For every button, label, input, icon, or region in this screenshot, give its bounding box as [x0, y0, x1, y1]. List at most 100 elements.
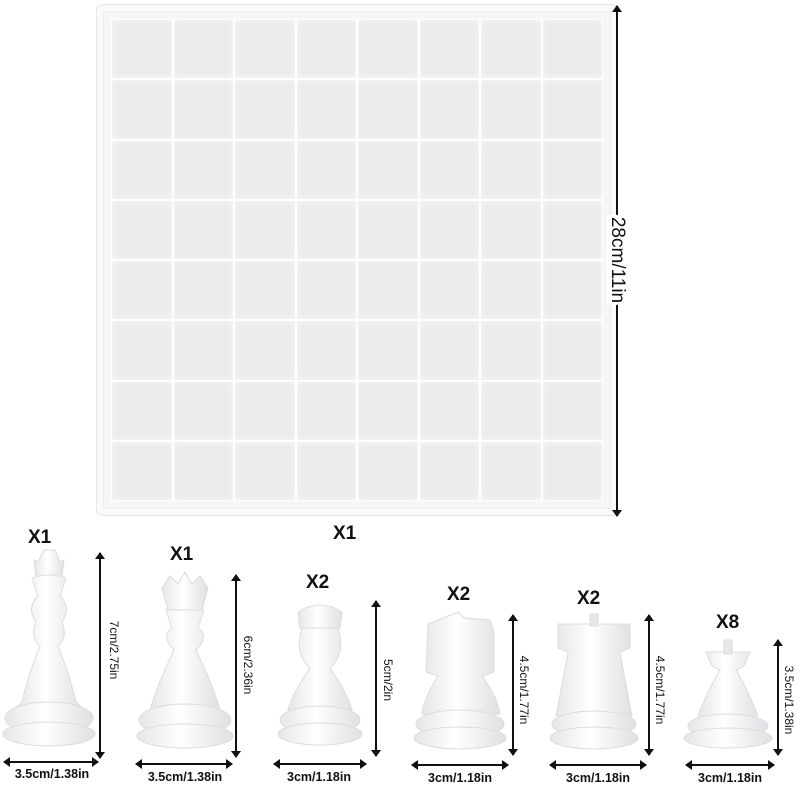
board-square: [481, 261, 541, 320]
knight-width-arrow: [411, 760, 509, 770]
king-height-label: 7cm/2.75in: [107, 618, 121, 682]
chessboard-mold: [96, 4, 618, 516]
board-square: [419, 441, 479, 500]
board-square: [235, 140, 295, 199]
knight-height-arrow: [508, 614, 518, 756]
board-square: [358, 321, 418, 380]
king-width-label: 3.5cm/1.38in: [14, 767, 90, 781]
board-square: [296, 20, 356, 79]
board-square: [481, 381, 541, 440]
pawn-height-label: 3.5cm/1.38in: [782, 663, 796, 737]
board-square: [173, 261, 233, 320]
board-square: [235, 80, 295, 139]
queen-height-label: 6cm/2.36in: [241, 633, 255, 697]
board-square: [296, 261, 356, 320]
board-square: [481, 20, 541, 79]
board-square: [358, 441, 418, 500]
board-square: [542, 321, 602, 380]
board-square: [112, 321, 172, 380]
king-width-arrow: [3, 757, 99, 767]
board-square: [358, 80, 418, 139]
board-square: [481, 140, 541, 199]
board-square: [296, 321, 356, 380]
board-square: [112, 200, 172, 259]
queen-mold-piece: [132, 570, 238, 760]
pawn-height-arrow: [773, 639, 783, 756]
board-square: [173, 80, 233, 139]
bishop-mold-piece: [270, 598, 370, 754]
board-square: [112, 381, 172, 440]
chessboard-grid: [111, 19, 603, 501]
board-square: [173, 381, 233, 440]
queen-quantity: X1: [170, 544, 194, 565]
pawn-quantity: X8: [716, 612, 740, 633]
board-square: [358, 20, 418, 79]
bishop-width-label: 3cm/1.18in: [287, 770, 351, 784]
board-square: [112, 140, 172, 199]
board-square: [235, 321, 295, 380]
board-square: [358, 140, 418, 199]
board-square: [419, 80, 479, 139]
king-quantity: X1: [28, 527, 52, 548]
pawn-width-arrow: [685, 760, 775, 770]
board-square: [112, 261, 172, 320]
board-square: [481, 80, 541, 139]
rook-width-label: 3cm/1.18in: [566, 771, 630, 785]
pawn-mold-piece: [680, 636, 776, 758]
board-square: [173, 441, 233, 500]
board-square: [358, 261, 418, 320]
board-square: [542, 20, 602, 79]
board-square: [112, 80, 172, 139]
board-square: [112, 20, 172, 79]
rook-height-arrow: [644, 614, 654, 756]
board-square: [296, 381, 356, 440]
board-square: [358, 381, 418, 440]
board-square: [235, 441, 295, 500]
queen-width-label: 3.5cm/1.38in: [147, 770, 223, 784]
king-height-arrow: [95, 552, 105, 759]
board-square: [419, 140, 479, 199]
board-square: [173, 200, 233, 259]
rook-width-arrow: [549, 760, 647, 770]
bishop-height-arrow: [371, 600, 381, 757]
board-square: [235, 20, 295, 79]
knight-height-label: 4.5cm/1.77in: [517, 653, 531, 727]
board-square: [296, 140, 356, 199]
board-square: [481, 200, 541, 259]
board-square: [235, 200, 295, 259]
board-square: [173, 140, 233, 199]
rook-mold-piece: [546, 612, 642, 758]
bishop-width-arrow: [273, 759, 367, 769]
knight-width-label: 3cm/1.18in: [428, 771, 492, 785]
board-square: [235, 261, 295, 320]
board-square: [112, 441, 172, 500]
board-square: [419, 261, 479, 320]
queen-height-arrow: [231, 574, 241, 758]
board-square: [542, 200, 602, 259]
board-square: [542, 381, 602, 440]
knight-quantity: X2: [447, 584, 471, 605]
king-mold-piece: [2, 548, 97, 758]
bishop-quantity: X2: [306, 572, 330, 593]
board-square: [542, 261, 602, 320]
board-square: [419, 321, 479, 380]
board-square: [481, 441, 541, 500]
board-size-label: 28cm/11in: [606, 214, 628, 306]
board-square: [481, 321, 541, 380]
board-square: [542, 441, 602, 500]
board-square: [542, 140, 602, 199]
board-square: [296, 441, 356, 500]
bishop-height-label: 5cm/2in: [381, 656, 395, 704]
rook-quantity: X2: [577, 588, 601, 609]
board-square: [419, 381, 479, 440]
board-quantity: X1: [333, 523, 357, 544]
board-square: [358, 200, 418, 259]
board-square: [173, 20, 233, 79]
board-square: [419, 20, 479, 79]
board-square: [296, 200, 356, 259]
knight-mold-piece: [408, 610, 512, 758]
board-square: [235, 381, 295, 440]
board-square: [296, 80, 356, 139]
pawn-width-label: 3cm/1.18in: [698, 771, 762, 785]
rook-height-label: 4.5cm/1.77in: [653, 653, 667, 727]
